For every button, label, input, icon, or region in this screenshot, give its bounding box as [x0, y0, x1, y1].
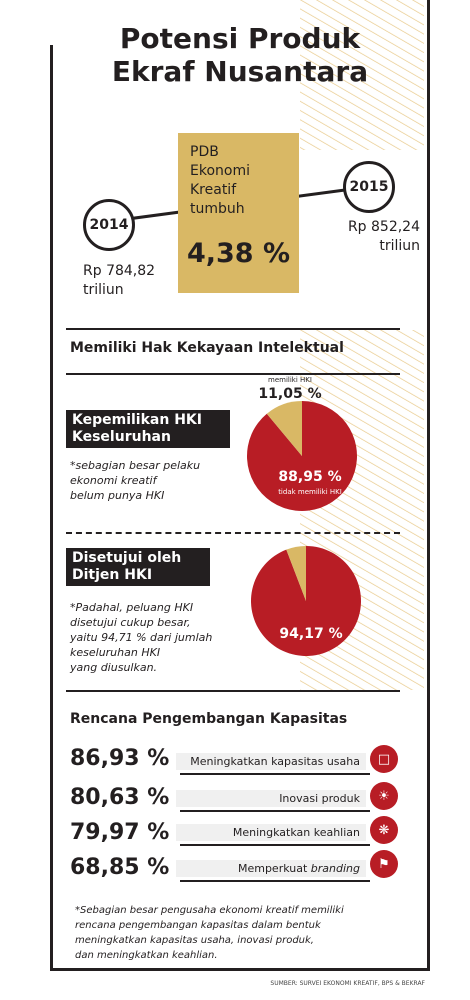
capacity-underline — [180, 773, 370, 775]
value-2014: Rp 784,82 triliun — [83, 262, 183, 300]
capacity-pct: 79,97 % — [70, 820, 170, 845]
ownership-tag: Kepemilikan HKI Keseluruhan — [66, 410, 230, 448]
ownership-pie-chart — [247, 401, 357, 511]
ownership-tag-line: Kepemilikan HKI — [72, 412, 202, 428]
dashed-separator — [66, 532, 400, 534]
value-2015-unit: triliun — [379, 238, 420, 254]
approved-note: *Padahal, peluang HKI disetujui cukup be… — [70, 600, 240, 675]
capacity-label: Meningkatkan keahlian — [176, 824, 366, 841]
capacity-pct: 68,85 % — [70, 855, 170, 880]
pie-slice — [266, 401, 302, 456]
brain-icon: ❋ — [370, 816, 398, 844]
pdb-highlight-box — [178, 133, 299, 293]
owned-label: memiliki HKI — [268, 376, 312, 384]
note-line: keseluruhan HKI — [70, 646, 161, 659]
capacity-underline — [180, 880, 370, 882]
capacity-label: Inovasi produk — [176, 790, 366, 807]
not-owned-value: 88,95 % — [278, 469, 342, 485]
footnote-line: dan meningkatkan keahlian. — [75, 950, 218, 961]
hatch-pattern-top — [300, 0, 424, 150]
title-line-2: Ekraf Nusantara — [111, 55, 369, 88]
owned-value: 11,05 % — [258, 386, 322, 402]
note-line: yang diusulkan. — [70, 661, 158, 674]
approved-tag-line: Disetujui oleh — [72, 550, 182, 566]
approved-pie-chart — [251, 546, 361, 656]
pdb-growth-value: 4,38 % — [186, 238, 291, 269]
page-title: Potensi Produk Ekraf Nusantara — [60, 22, 420, 88]
capacity-underline — [180, 844, 370, 846]
pdb-label-line: Kreatif — [190, 182, 237, 198]
capacity-footnote: *Sebagian besar pengusaha ekonomi kreati… — [75, 903, 395, 963]
capacity-label: Meningkatkan kapasitas usaha — [176, 753, 366, 770]
lightbulb-icon: ☀ — [370, 782, 398, 810]
capacity-underline — [180, 810, 370, 812]
capacity-label-text: Memperkuat branding — [237, 862, 360, 875]
approved-value: 94,17 % — [279, 626, 343, 642]
note-line: *sebagian besar pelaku — [70, 459, 201, 472]
ownership-note: *sebagian besar pelaku ekonomi kreatif b… — [70, 458, 240, 503]
pdb-label-line: PDB — [190, 144, 219, 160]
title-line-1: Potensi Produk — [119, 22, 361, 55]
hki-heading: Memiliki Hak Kekayaan Intelektual — [70, 340, 344, 356]
note-line: yaitu 94,71 % dari jumlah — [70, 631, 213, 644]
value-2014-unit: triliun — [83, 282, 124, 298]
capacity-pct: 86,93 % — [70, 746, 170, 771]
value-2014-amount: Rp 784,82 — [83, 263, 156, 279]
approved-tag-line: Ditjen HKI — [72, 567, 153, 583]
pdb-label: PDB Ekonomi Kreatif tumbuh — [190, 143, 290, 219]
note-line: disetujui cukup besar, — [70, 616, 191, 629]
note-line: *Padahal, peluang HKI — [70, 601, 194, 614]
tag-icon: ⚑ — [370, 850, 398, 878]
year-2014-badge: 2014 — [83, 199, 135, 251]
capacity-heading: Rencana Pengembangan Kapasitas — [70, 711, 348, 727]
section-rule-bottom — [66, 373, 400, 375]
pie-slice — [286, 546, 306, 601]
value-2015-amount: Rp 852,24 — [347, 219, 420, 235]
note-line: ekonomi kreatif — [70, 474, 157, 487]
not-owned-label: tidak memiliki HKI — [278, 488, 342, 496]
frame-bottom — [50, 968, 430, 971]
footnote-line: rencana pengembangan kapasitas dalam ben… — [75, 920, 321, 931]
footnote-line: meningkatkan kapasitas usaha, inovasi pr… — [75, 935, 314, 946]
year-2015-badge: 2015 — [343, 161, 395, 213]
frame-left — [50, 45, 53, 970]
source-credit: SUMBER: SURVEI EKONOMI KREATIF, BPS & BE… — [270, 980, 425, 987]
frame-right — [427, 0, 430, 971]
briefcase-icon: □ — [370, 745, 398, 773]
footnote-line: *Sebagian besar pengusaha ekonomi kreati… — [75, 905, 344, 916]
ownership-tag-line: Keseluruhan — [72, 429, 171, 445]
pdb-label-line: Ekonomi — [190, 163, 250, 179]
approved-tag: Disetujui oleh Ditjen HKI — [66, 548, 210, 586]
section-rule-top — [66, 328, 400, 330]
capacity-pct: 80,63 % — [70, 785, 170, 810]
note-line: belum punya HKI — [70, 489, 165, 502]
value-2015: Rp 852,24 triliun — [316, 218, 420, 256]
capacity-label: Memperkuat branding — [176, 860, 366, 877]
pdb-label-line: tumbuh — [190, 201, 245, 217]
section-rule-capacity — [66, 690, 400, 692]
capacity-label-emphasis: branding — [310, 862, 360, 875]
